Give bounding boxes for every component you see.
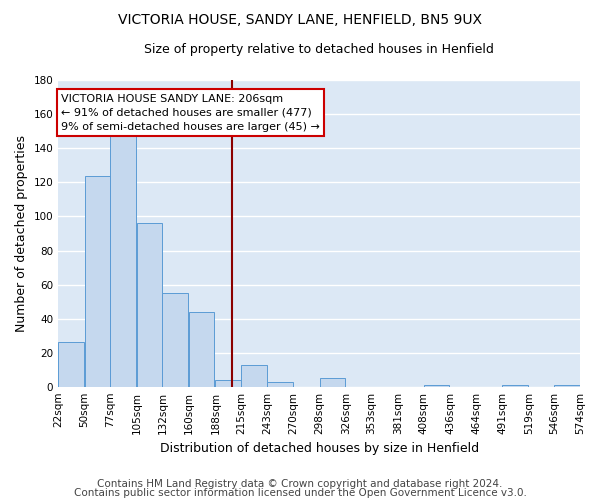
Bar <box>58 342 84 386</box>
X-axis label: Distribution of detached houses by size in Henfield: Distribution of detached houses by size … <box>160 442 479 455</box>
Bar <box>424 385 449 386</box>
Bar <box>110 136 136 386</box>
Title: Size of property relative to detached houses in Henfield: Size of property relative to detached ho… <box>144 42 494 56</box>
Bar <box>241 364 266 386</box>
Bar <box>189 312 214 386</box>
Bar <box>137 224 163 386</box>
Text: Contains HM Land Registry data © Crown copyright and database right 2024.: Contains HM Land Registry data © Crown c… <box>97 479 503 489</box>
Text: VICTORIA HOUSE, SANDY LANE, HENFIELD, BN5 9UX: VICTORIA HOUSE, SANDY LANE, HENFIELD, BN… <box>118 12 482 26</box>
Text: VICTORIA HOUSE SANDY LANE: 206sqm
← 91% of detached houses are smaller (477)
9% : VICTORIA HOUSE SANDY LANE: 206sqm ← 91% … <box>61 94 320 132</box>
Bar <box>215 380 241 386</box>
Text: Contains public sector information licensed under the Open Government Licence v3: Contains public sector information licen… <box>74 488 526 498</box>
Bar <box>163 293 188 386</box>
Y-axis label: Number of detached properties: Number of detached properties <box>15 135 28 332</box>
Bar <box>85 176 110 386</box>
Bar <box>268 382 293 386</box>
Bar <box>320 378 345 386</box>
Bar <box>554 385 580 386</box>
Bar <box>502 385 528 386</box>
